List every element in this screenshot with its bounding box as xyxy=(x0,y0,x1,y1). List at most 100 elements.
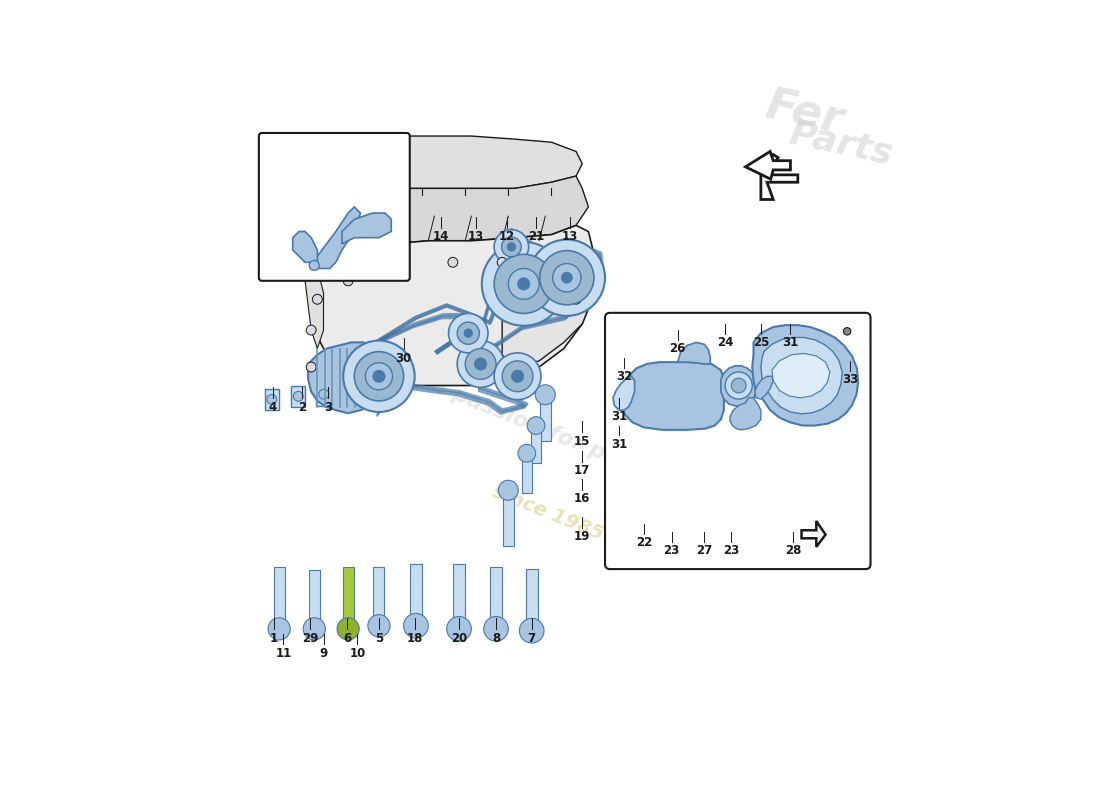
Circle shape xyxy=(354,352,404,401)
Circle shape xyxy=(536,385,556,405)
Circle shape xyxy=(365,362,393,390)
Text: 1: 1 xyxy=(271,632,278,645)
Text: Fer: Fer xyxy=(761,83,847,142)
Circle shape xyxy=(458,341,504,387)
FancyBboxPatch shape xyxy=(258,133,409,281)
Text: 8: 8 xyxy=(492,632,500,645)
Circle shape xyxy=(267,394,277,404)
Circle shape xyxy=(319,390,329,399)
Polygon shape xyxy=(752,325,858,426)
Circle shape xyxy=(309,261,319,270)
Circle shape xyxy=(373,370,385,382)
Circle shape xyxy=(393,263,403,274)
Text: 26: 26 xyxy=(670,342,686,355)
Polygon shape xyxy=(342,213,392,244)
Text: 15: 15 xyxy=(574,435,591,448)
Text: 10: 10 xyxy=(350,647,365,660)
Text: 31: 31 xyxy=(612,410,627,423)
Text: 9: 9 xyxy=(319,647,328,660)
Circle shape xyxy=(540,250,594,305)
Text: 2: 2 xyxy=(298,401,306,414)
Text: 23: 23 xyxy=(663,545,680,558)
Circle shape xyxy=(306,325,316,335)
Circle shape xyxy=(304,618,326,640)
Circle shape xyxy=(529,239,605,316)
Circle shape xyxy=(449,314,488,353)
Text: 33: 33 xyxy=(843,373,858,386)
Text: a passion for parts: a passion for parts xyxy=(428,375,654,482)
Polygon shape xyxy=(311,226,594,386)
Text: 31: 31 xyxy=(782,336,799,350)
Circle shape xyxy=(517,278,530,290)
Text: 16: 16 xyxy=(574,492,591,505)
Circle shape xyxy=(404,614,428,638)
Circle shape xyxy=(507,242,516,251)
Polygon shape xyxy=(521,454,531,494)
Polygon shape xyxy=(409,564,422,626)
Text: 23: 23 xyxy=(723,545,739,558)
Circle shape xyxy=(447,617,471,641)
Polygon shape xyxy=(502,262,594,367)
Circle shape xyxy=(464,329,473,338)
FancyBboxPatch shape xyxy=(605,313,870,569)
Circle shape xyxy=(337,618,360,640)
Text: 7: 7 xyxy=(528,632,536,645)
Circle shape xyxy=(561,272,572,283)
Text: Parts: Parts xyxy=(785,116,895,170)
Circle shape xyxy=(725,372,752,399)
Text: 13: 13 xyxy=(562,230,578,243)
Polygon shape xyxy=(526,569,538,630)
Polygon shape xyxy=(308,342,388,414)
Polygon shape xyxy=(274,567,285,629)
Text: 6: 6 xyxy=(343,632,351,645)
Circle shape xyxy=(482,242,565,326)
Circle shape xyxy=(343,341,415,412)
Polygon shape xyxy=(761,154,798,199)
Polygon shape xyxy=(336,136,582,194)
Polygon shape xyxy=(316,382,331,406)
Text: 22: 22 xyxy=(636,537,652,550)
Circle shape xyxy=(844,328,850,335)
Circle shape xyxy=(527,417,544,434)
Text: 3: 3 xyxy=(324,401,332,414)
Circle shape xyxy=(508,269,539,299)
Polygon shape xyxy=(761,338,843,414)
Polygon shape xyxy=(453,564,465,629)
Polygon shape xyxy=(746,151,791,179)
Text: 32: 32 xyxy=(616,370,632,383)
Polygon shape xyxy=(305,262,323,349)
Text: 17: 17 xyxy=(574,464,591,478)
Polygon shape xyxy=(531,426,541,462)
Text: 12: 12 xyxy=(499,230,515,243)
Circle shape xyxy=(367,614,390,637)
Text: since 1985: since 1985 xyxy=(490,482,606,543)
Polygon shape xyxy=(336,176,588,250)
Circle shape xyxy=(268,618,290,640)
Text: 25: 25 xyxy=(752,336,769,350)
Text: 28: 28 xyxy=(784,545,801,558)
Polygon shape xyxy=(678,342,711,364)
Polygon shape xyxy=(490,567,502,629)
Polygon shape xyxy=(613,376,635,410)
Circle shape xyxy=(312,294,322,304)
Circle shape xyxy=(494,230,529,264)
Circle shape xyxy=(474,358,486,370)
Circle shape xyxy=(497,258,507,267)
Circle shape xyxy=(306,362,316,372)
Circle shape xyxy=(518,445,536,462)
Circle shape xyxy=(540,270,550,279)
Circle shape xyxy=(494,254,553,314)
Polygon shape xyxy=(293,231,317,262)
Polygon shape xyxy=(540,394,551,441)
Text: 5: 5 xyxy=(375,632,383,645)
Text: 4: 4 xyxy=(268,401,277,414)
Polygon shape xyxy=(619,362,724,430)
Polygon shape xyxy=(772,354,829,398)
Polygon shape xyxy=(265,389,278,410)
Polygon shape xyxy=(730,398,761,430)
Text: 24: 24 xyxy=(717,336,734,350)
Polygon shape xyxy=(309,570,320,629)
Circle shape xyxy=(494,353,541,400)
Text: 11: 11 xyxy=(275,647,292,660)
Circle shape xyxy=(343,276,353,286)
